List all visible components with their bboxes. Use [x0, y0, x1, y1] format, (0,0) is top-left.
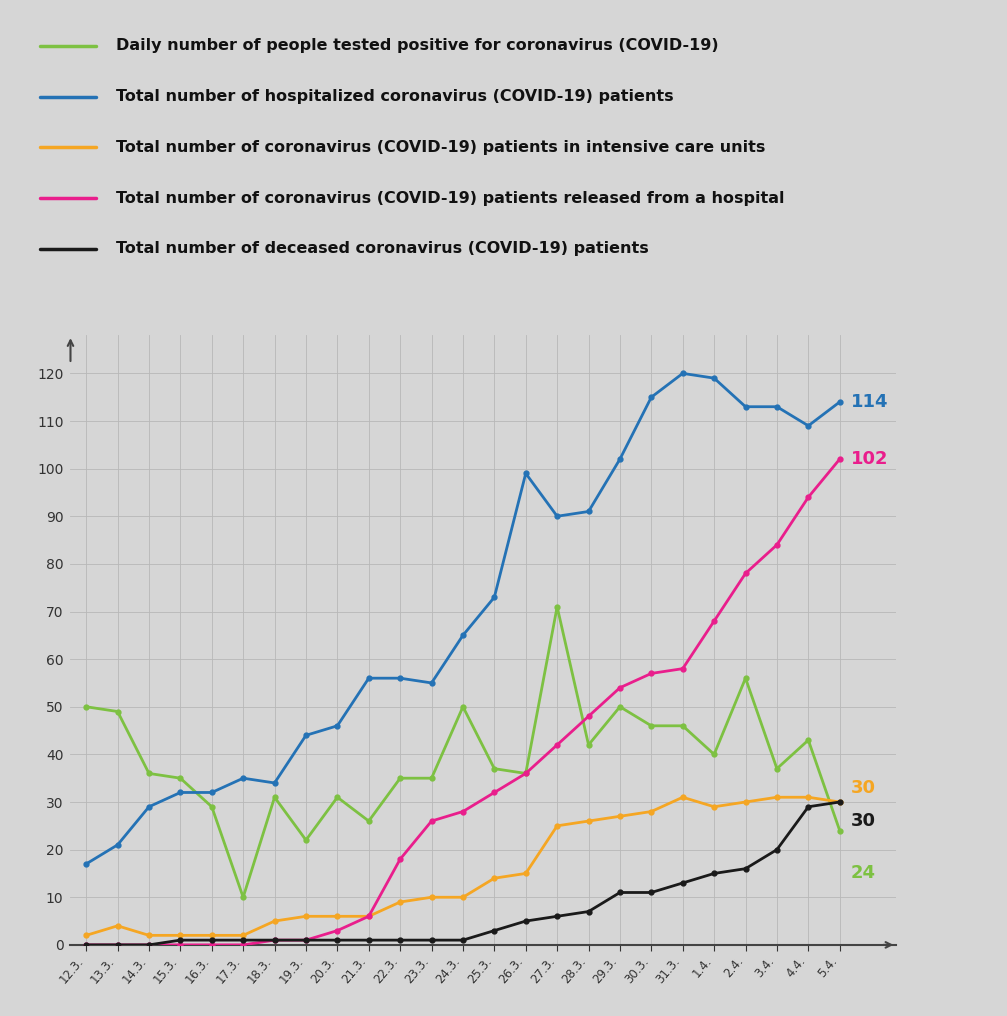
Text: 102: 102	[851, 450, 888, 468]
Text: Total number of coronavirus (COVID-19) patients in intensive care units: Total number of coronavirus (COVID-19) p…	[116, 140, 765, 154]
Text: Total number of hospitalized coronavirus (COVID-19) patients: Total number of hospitalized coronavirus…	[116, 89, 674, 104]
Text: 30: 30	[851, 778, 876, 797]
Text: Total number of coronavirus (COVID-19) patients released from a hospital: Total number of coronavirus (COVID-19) p…	[116, 191, 784, 205]
Text: 114: 114	[851, 393, 888, 410]
Text: Total number of deceased coronavirus (COVID-19) patients: Total number of deceased coronavirus (CO…	[116, 242, 649, 256]
Text: 30: 30	[851, 812, 876, 830]
Text: 24: 24	[851, 865, 876, 883]
Text: Daily number of people tested positive for coronavirus (COVID-19): Daily number of people tested positive f…	[116, 39, 718, 53]
